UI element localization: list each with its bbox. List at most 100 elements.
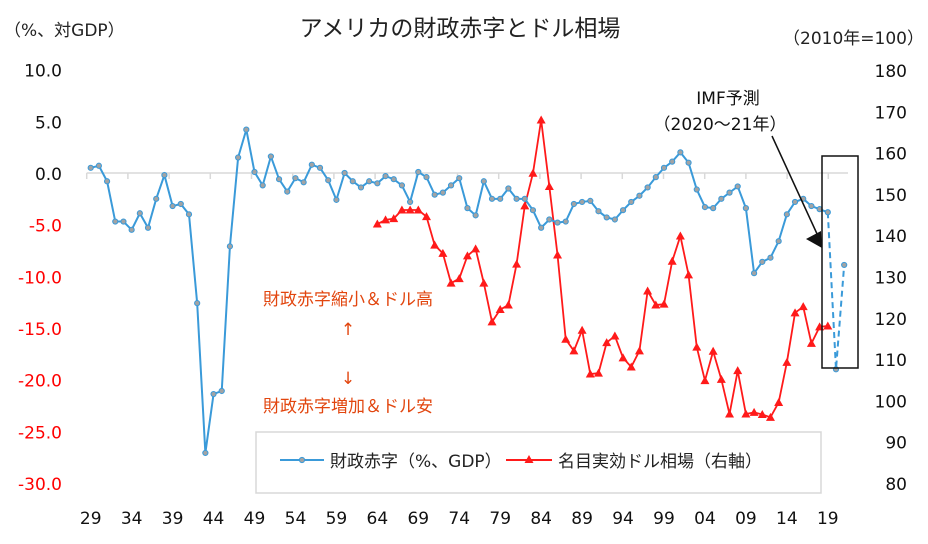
upper-annotation: 財政赤字縮小＆ドル高 <box>263 290 433 310</box>
right-tick-label: 100 <box>875 392 907 412</box>
deficit-point <box>562 218 569 225</box>
dollar-point <box>389 214 399 223</box>
dollar-point <box>593 368 603 377</box>
deficit-point <box>235 154 242 161</box>
x-tick-label: 64 <box>367 509 389 529</box>
dollar-point <box>716 374 726 383</box>
dollar-point <box>544 181 554 190</box>
deficit-point <box>169 202 176 210</box>
deficit-point <box>521 195 528 202</box>
x-axis: 29 34 39 44 49 54 59 64 69 74 79 84 89 94 99 04 09 14 19 <box>80 172 848 529</box>
x-tick-label: 74 <box>448 509 470 529</box>
deficit-point <box>734 183 741 190</box>
deficit-point <box>136 210 143 217</box>
dollar-point <box>462 251 472 260</box>
left-tick-label: -15.0 <box>18 320 62 340</box>
deficit-point <box>210 390 217 398</box>
deficit-point <box>87 164 94 171</box>
deficit-point <box>824 209 831 216</box>
deficit-point <box>767 254 774 261</box>
deficit-point <box>95 162 102 169</box>
deficit-forecast-line <box>826 212 846 370</box>
series-dollar <box>372 115 833 421</box>
imf-arrow-line <box>771 135 819 237</box>
deficit-point <box>660 164 668 171</box>
deficit-point <box>742 205 750 212</box>
dollar-point <box>823 321 833 330</box>
deficit-point <box>595 208 602 215</box>
dollar-point <box>421 212 431 221</box>
deficit-point <box>128 226 135 233</box>
left-tick-label: 5.0 <box>35 113 62 133</box>
deficit-point <box>538 224 545 231</box>
deficit-point <box>325 177 332 184</box>
dollar-point <box>749 407 759 416</box>
deficit-point <box>652 174 659 181</box>
chart-title: アメリカの財政赤字とドル相場 <box>300 16 621 42</box>
deficit-point <box>628 198 635 206</box>
deficit-point <box>194 300 201 307</box>
right-tick-label: 80 <box>885 475 907 495</box>
right-tick-label: 110 <box>875 351 907 371</box>
deficit-point <box>103 178 111 185</box>
forecast-box <box>821 155 859 369</box>
legend-deficit-label: 財政赤字（%、GDP） <box>330 452 502 472</box>
dollar-point <box>741 409 751 418</box>
x-tick-label: 84 <box>530 509 552 529</box>
dollar-point <box>454 274 464 283</box>
x-tick-label: 59 <box>326 509 348 529</box>
deficit-point <box>218 387 225 395</box>
deficit-point <box>300 179 307 186</box>
x-tick-label: 29 <box>80 509 102 529</box>
dollar-point <box>430 240 440 249</box>
left-tick-label: -25.0 <box>18 423 62 443</box>
deficit-point <box>374 180 381 187</box>
deficit-point <box>259 182 266 189</box>
right-tick-label: 150 <box>875 186 907 206</box>
deficit-point <box>685 159 692 166</box>
left-tick-label: -10.0 <box>18 268 62 288</box>
deficit-point <box>513 195 520 202</box>
left-tick-label: -20.0 <box>18 372 62 392</box>
deficit-point <box>529 207 537 214</box>
right-axis: 180 170 160 150 140 130 120 110 100 90 80 <box>875 62 907 495</box>
right-tick-label: 120 <box>875 310 907 330</box>
deficit-point <box>382 172 389 180</box>
dollar-point <box>405 205 415 214</box>
right-tick-label: 90 <box>885 434 907 454</box>
x-tick-label: 79 <box>489 509 511 529</box>
dollar-point <box>495 305 505 314</box>
right-tick-label: 160 <box>875 145 907 165</box>
deficit-point <box>775 238 782 245</box>
dollar-point <box>438 248 448 257</box>
left-tick-label: -5.0 <box>29 217 62 237</box>
dollar-point <box>479 278 489 287</box>
deficit-point <box>472 212 479 219</box>
dollar-point <box>610 331 620 340</box>
deficit-point <box>480 178 487 185</box>
dollar-point <box>413 205 423 214</box>
down-arrow: ↓ <box>341 369 355 389</box>
left-axis-label: （%、対GDP） <box>4 21 125 41</box>
deficit-point <box>226 243 234 250</box>
x-tick-label: 94 <box>612 509 634 529</box>
legend-deficit-marker <box>298 456 306 464</box>
deficit-point <box>701 203 709 211</box>
legend: 財政赤字（%、GDP） 名目実効ドル相場（右軸） <box>255 431 822 494</box>
deficit-point <box>669 158 676 165</box>
deficit-point <box>677 149 684 156</box>
x-tick-label: 34 <box>121 509 143 529</box>
dollar-point <box>692 342 702 351</box>
deficit-point <box>292 175 299 182</box>
dollar-point <box>618 353 628 362</box>
deficit-point <box>750 270 758 277</box>
dollar-point <box>659 299 669 308</box>
deficit-point <box>603 214 610 221</box>
deficit-point <box>783 211 790 218</box>
deficit-point <box>341 169 348 177</box>
imf-annotation-line2: （2020〜21年） <box>654 115 787 135</box>
imf-arrow-head <box>806 231 822 248</box>
deficit-point <box>407 198 414 206</box>
deficit-point <box>841 261 848 269</box>
dollar-point <box>528 168 538 177</box>
